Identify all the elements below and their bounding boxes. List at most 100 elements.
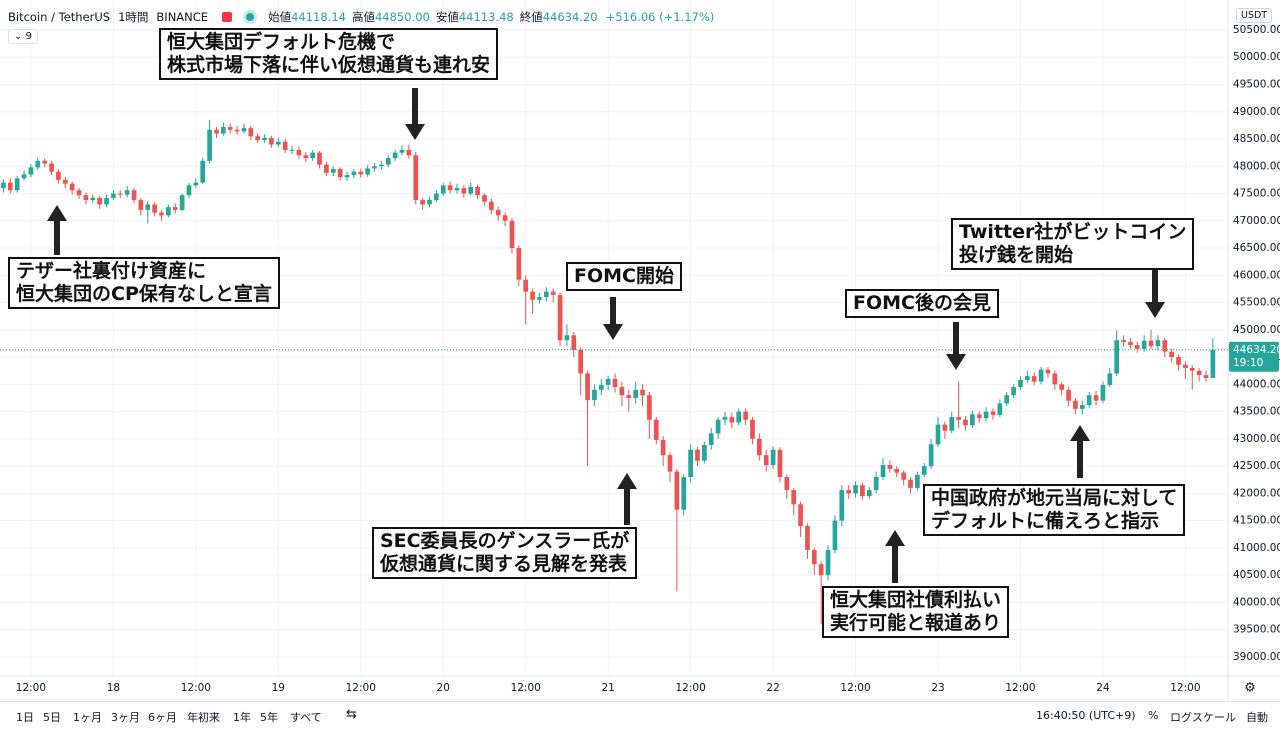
y-tick-label: 40000.00 xyxy=(1233,596,1280,608)
candle-body xyxy=(537,297,542,300)
candle-body xyxy=(104,197,109,205)
auto-toggle[interactable]: 自動 xyxy=(1246,711,1268,724)
x-tick-label: 12:00 xyxy=(346,682,376,694)
candle-body xyxy=(832,520,838,551)
candle-body xyxy=(949,417,955,431)
ohlc-values: 始値44118.14 高値44850.00 安値44113.48 終値44634.20 xyxy=(268,9,598,25)
candle-body xyxy=(722,417,728,420)
candle-body xyxy=(523,279,529,292)
indicator-toggle[interactable]: ⌄ 9 xyxy=(8,29,38,44)
candle-body xyxy=(695,449,700,461)
candle-body xyxy=(901,472,906,480)
candle-body xyxy=(234,129,240,132)
candle-body xyxy=(296,149,302,156)
candle-body xyxy=(942,424,948,431)
range-button[interactable]: すべて xyxy=(290,711,322,724)
annotation-line: 仮想通貨に関する見解を発表 xyxy=(380,553,628,575)
annotation-line: 恒大集団デフォルト危機で xyxy=(167,31,396,53)
symbol[interactable]: Bitcoin / TetherUS xyxy=(8,10,111,24)
candle-body xyxy=(1011,387,1016,396)
candle-body xyxy=(49,163,54,172)
candle-body xyxy=(1121,340,1126,342)
candle-body xyxy=(1066,389,1071,401)
y-tick-label: 46500.00 xyxy=(1233,242,1280,254)
flag-icon[interactable] xyxy=(222,12,233,22)
annotation-line: Twitter社がビットコイン xyxy=(959,221,1187,243)
candle-body xyxy=(530,291,535,300)
candle-body xyxy=(516,248,522,280)
candle-body xyxy=(440,185,446,194)
annotation-box: Twitter社がビットコイン 投げ銭を開始 xyxy=(951,218,1195,270)
candle-body xyxy=(970,414,975,426)
range-button[interactable]: 年初来 xyxy=(187,711,220,724)
candle-body xyxy=(69,183,75,191)
candle-body xyxy=(743,411,748,420)
range-button[interactable]: 1年 xyxy=(233,711,251,724)
candle-body xyxy=(90,197,96,201)
range-button[interactable]: 5日 xyxy=(43,711,61,724)
date-range-icon[interactable]: ⇆ xyxy=(346,707,357,722)
annotation-line: FOMC後の会見 xyxy=(853,292,991,314)
candle-body xyxy=(564,335,570,341)
candle-body xyxy=(214,129,219,134)
range-button[interactable]: 1ヶ月 xyxy=(73,711,102,724)
arrow-head xyxy=(1070,425,1090,441)
candle-body xyxy=(997,403,1003,415)
candle-body xyxy=(138,200,144,210)
candle-body xyxy=(399,149,405,153)
annotation-box: 恒大集団社債利払い 実行可能と報道あり xyxy=(822,586,1010,638)
candle-body xyxy=(702,444,707,461)
range-button[interactable]: 6ヶ月 xyxy=(148,711,177,724)
candle-body xyxy=(186,185,192,196)
candle-body xyxy=(111,193,116,198)
ohlc-label: 始値 xyxy=(268,10,292,24)
countdown-label: 19:10 xyxy=(1233,357,1263,369)
candle-body xyxy=(447,185,453,191)
candle-body xyxy=(117,193,123,195)
range-button[interactable]: 1日 xyxy=(16,711,34,724)
candle-body xyxy=(1031,376,1037,382)
range-button[interactable]: 5年 xyxy=(260,711,278,724)
candle-body xyxy=(928,444,934,467)
candle-body xyxy=(681,477,687,510)
candle-body xyxy=(963,419,968,426)
percent-toggle[interactable]: % xyxy=(1148,709,1159,722)
candle-body xyxy=(372,166,377,169)
log-toggle[interactable]: ログスケール xyxy=(1170,711,1236,724)
candle-body xyxy=(846,490,852,494)
candle-body xyxy=(557,294,563,341)
annotation-line: デフォルトに備えろと指示 xyxy=(931,510,1160,532)
candle-body xyxy=(468,186,474,194)
candle-body xyxy=(667,455,673,472)
candle-body xyxy=(227,127,233,130)
candle-body xyxy=(640,389,645,396)
candle-body xyxy=(798,504,803,527)
range-button[interactable]: 3ヶ月 xyxy=(111,711,140,724)
x-tick-label: 21 xyxy=(601,682,614,694)
candle-body xyxy=(1052,373,1058,385)
candle-body xyxy=(427,200,432,205)
candle-body xyxy=(220,127,226,134)
candle-body xyxy=(83,195,89,201)
candle-body xyxy=(255,136,261,141)
annotation-box: FOMC開始 xyxy=(566,262,682,291)
candle-body xyxy=(860,485,865,497)
annotation-line: 恒大集団のCP保有なしと宣言 xyxy=(16,283,272,305)
annotation-line: 投げ銭を開始 xyxy=(959,244,1074,266)
candle-body xyxy=(763,455,769,466)
x-tick-label: 12:00 xyxy=(181,682,211,694)
currency-badge[interactable]: USDT xyxy=(1236,8,1273,23)
annotation-box: 中国政府が地元当局に対して デフォルトに備えろと指示 xyxy=(923,484,1186,536)
candle-body xyxy=(35,160,41,168)
candle-body xyxy=(805,526,810,551)
annotation-box: SEC委員長のゲンスラー氏が 仮想通貨に関する見解を発表 xyxy=(372,527,638,579)
candle-body xyxy=(571,335,577,350)
annotation-box: 恒大集団デフォルト危機で 株式市場下落に伴い仮想通貨も連れ安 xyxy=(159,28,499,80)
interval[interactable]: 1時間 xyxy=(118,10,149,24)
ohlc-value: 44850.00 xyxy=(374,10,430,24)
candle-body xyxy=(550,291,556,295)
candle-body xyxy=(241,128,247,132)
candle-body xyxy=(310,152,316,159)
candle-body xyxy=(1141,340,1147,349)
candle-body xyxy=(626,395,632,398)
